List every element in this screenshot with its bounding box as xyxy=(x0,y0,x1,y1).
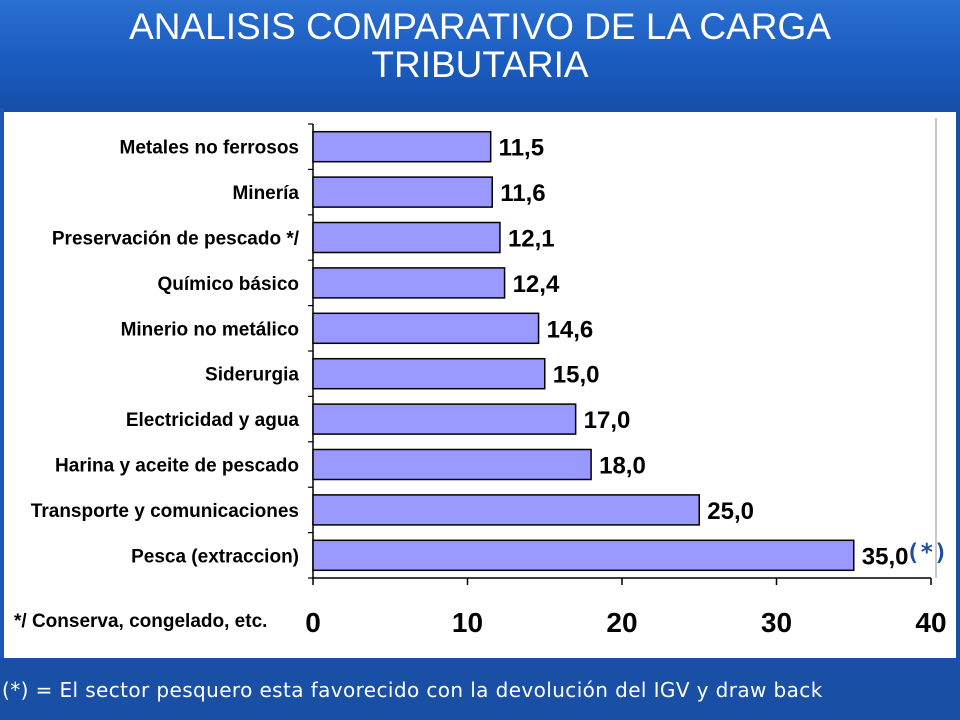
bar-5 xyxy=(312,357,546,390)
value-label: 25,0 xyxy=(707,498,754,525)
bar-3 xyxy=(312,267,506,299)
value-label: 35,0 xyxy=(862,543,909,570)
bar-0 xyxy=(312,130,492,163)
x-tick-label: 10 xyxy=(452,607,483,638)
category-label: Minería xyxy=(232,183,299,204)
title-banner: ANALISIS COMPARATIVO DE LA CARGA TRIBUTA… xyxy=(0,0,960,108)
category-label: Electricidad y agua xyxy=(126,410,300,431)
value-label: 12,4 xyxy=(513,271,560,298)
x-tick-label: 0 xyxy=(305,607,321,638)
footnote-bar xyxy=(0,658,960,720)
bar-7 xyxy=(312,448,592,481)
title-line-1: ANALISIS COMPARATIVO DE LA CARGA xyxy=(129,6,831,47)
bar-6 xyxy=(312,403,577,435)
value-label: 11,6 xyxy=(500,180,545,207)
value-label: 12,1 xyxy=(508,226,555,253)
bar-4 xyxy=(312,312,540,345)
page-title: ANALISIS COMPARATIVO DE LA CARGA TRIBUTA… xyxy=(0,0,960,84)
x-tick-label: 40 xyxy=(915,607,946,638)
bar-9 xyxy=(312,539,855,572)
category-label: Siderurgia xyxy=(205,365,299,386)
category-label: Transporte y comunicaciones xyxy=(31,501,299,522)
bar-1 xyxy=(312,176,493,208)
value-label: 11,5 xyxy=(499,135,544,162)
conserva-note: */ Conserva, congelado, etc. xyxy=(14,611,268,632)
asterisk-annotation: (*) xyxy=(906,540,948,566)
footnote-text: (*) = El sector pesquero esta favorecido… xyxy=(2,678,823,702)
value-label: 17,0 xyxy=(584,407,631,434)
value-label: 14,6 xyxy=(547,316,594,343)
title-line-2: TRIBUTARIA xyxy=(371,44,589,85)
bar-8 xyxy=(312,494,700,526)
left-edge-stripe xyxy=(0,108,4,720)
category-label: Harina y aceite de pescado xyxy=(55,456,299,477)
value-label: 18,0 xyxy=(599,453,646,480)
category-label: Minerio no metálico xyxy=(121,319,299,340)
plot-right-border xyxy=(935,118,937,578)
x-tick-label: 20 xyxy=(606,607,637,638)
category-label: Químico básico xyxy=(158,274,299,295)
bar-2 xyxy=(312,221,501,254)
value-label: 15,0 xyxy=(553,362,600,389)
category-label: Metales no ferrosos xyxy=(120,138,300,159)
x-tick-label: 30 xyxy=(761,607,792,638)
category-label: Pesca (extraccion) xyxy=(131,546,299,567)
category-label: Preservación de pescado */ xyxy=(52,229,300,250)
